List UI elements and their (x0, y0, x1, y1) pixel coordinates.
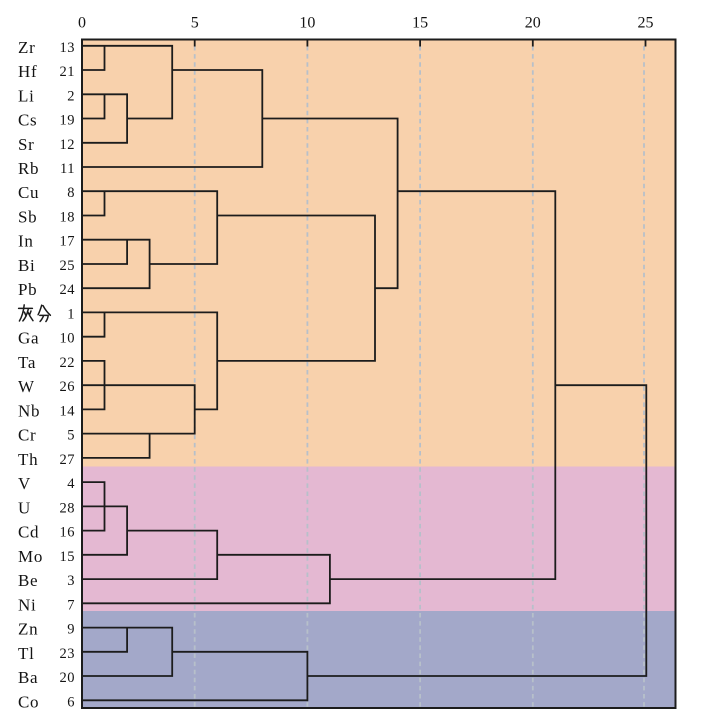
svg-text:Mo: Mo (18, 547, 43, 566)
svg-text:8: 8 (67, 185, 75, 201)
svg-text:Cu: Cu (18, 183, 39, 202)
svg-text:Cs: Cs (18, 111, 37, 130)
svg-text:Ni: Ni (18, 595, 36, 614)
svg-text:Zr: Zr (18, 38, 35, 57)
svg-text:Cd: Cd (18, 523, 39, 542)
svg-text:28: 28 (60, 500, 76, 516)
svg-text:Th: Th (18, 450, 38, 469)
svg-text:15: 15 (60, 549, 76, 565)
svg-text:Pb: Pb (18, 280, 37, 299)
svg-text:22: 22 (60, 355, 76, 371)
svg-text:25: 25 (638, 15, 654, 32)
svg-text:Zn: Zn (18, 620, 38, 639)
svg-text:20: 20 (60, 670, 76, 686)
svg-text:24: 24 (60, 282, 76, 298)
svg-text:Rb: Rb (18, 159, 39, 178)
svg-text:0: 0 (78, 15, 86, 32)
svg-text:6: 6 (67, 694, 75, 710)
svg-text:Sb: Sb (18, 208, 37, 227)
svg-text:25: 25 (60, 258, 76, 274)
svg-text:12: 12 (60, 137, 76, 153)
svg-text:W: W (18, 377, 35, 396)
svg-text:Be: Be (18, 571, 38, 590)
svg-text:17: 17 (60, 234, 76, 250)
svg-text:Ba: Ba (18, 668, 38, 687)
svg-text:V: V (18, 474, 31, 493)
svg-text:21: 21 (60, 64, 76, 80)
svg-text:3: 3 (67, 573, 75, 589)
svg-text:2: 2 (67, 88, 75, 104)
svg-text:10: 10 (60, 331, 76, 347)
svg-text:26: 26 (60, 379, 76, 395)
svg-text:16: 16 (60, 525, 76, 541)
svg-text:Li: Li (18, 86, 35, 105)
svg-text:Sr: Sr (18, 135, 35, 154)
svg-text:11: 11 (60, 161, 75, 177)
svg-text:Nb: Nb (18, 401, 40, 420)
svg-text:20: 20 (525, 15, 541, 32)
svg-text:Co: Co (18, 692, 39, 711)
svg-text:23: 23 (60, 646, 76, 662)
svg-text:U: U (18, 498, 31, 517)
svg-text:14: 14 (60, 403, 76, 419)
svg-text:5: 5 (67, 428, 75, 444)
svg-text:19: 19 (60, 113, 76, 129)
svg-text:5: 5 (191, 15, 199, 32)
svg-text:Cr: Cr (18, 426, 36, 445)
svg-text:15: 15 (412, 15, 428, 32)
svg-text:In: In (18, 232, 34, 251)
svg-text:13: 13 (60, 40, 76, 56)
svg-text:Tl: Tl (18, 644, 35, 663)
svg-text:18: 18 (60, 210, 76, 226)
svg-text:Bi: Bi (18, 256, 35, 275)
svg-text:Ga: Ga (18, 329, 39, 348)
svg-text:27: 27 (60, 452, 76, 468)
svg-text:4: 4 (67, 476, 75, 492)
svg-text:1: 1 (67, 306, 75, 322)
svg-text:9: 9 (67, 622, 75, 638)
svg-text:10: 10 (299, 15, 315, 32)
svg-text:7: 7 (67, 597, 75, 613)
svg-text:Ta: Ta (18, 353, 36, 372)
svg-text:Hf: Hf (18, 62, 37, 81)
